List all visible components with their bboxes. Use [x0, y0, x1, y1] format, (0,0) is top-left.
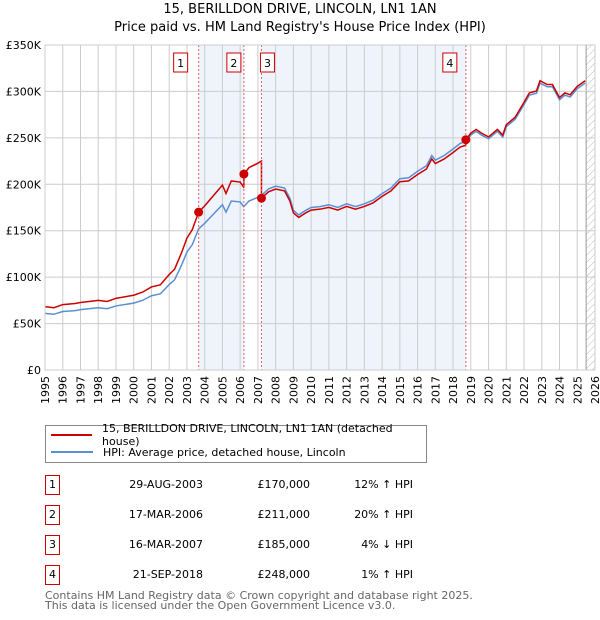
x-tick-label: 2018 [447, 376, 460, 404]
x-tick-label: 2008 [270, 376, 283, 404]
plot-border [44, 44, 596, 371]
sale-point [256, 193, 266, 203]
x-tick-label: 2000 [128, 376, 141, 404]
legend-swatch-price [51, 434, 93, 436]
sale-row: 4 21-SEP-2018 £248,000 1% ↑ HPI [45, 565, 445, 585]
y-tick-label: £350K [6, 39, 42, 52]
x-tick-label: 2009 [287, 376, 300, 404]
x-tick-label: 2024 [554, 376, 567, 404]
sale-label-border [226, 52, 242, 73]
sale-point [194, 207, 204, 217]
shaded-period [198, 45, 244, 370]
sale-number-badge: 1 [45, 475, 60, 495]
y-tick-label: £250K [6, 132, 42, 145]
y-tick-label: £200K [6, 178, 42, 191]
sale-hpi-diff: 1% ↑ HPI [361, 568, 413, 581]
sale-hpi-diff: 4% ↓ HPI [361, 538, 413, 551]
x-tick-label: 2001 [145, 376, 158, 404]
footer: Contains HM Land Registry data © Crown c… [45, 589, 473, 612]
x-tick-label: 2013 [358, 376, 371, 404]
sale-label-border [173, 52, 189, 73]
sale-number-badge: 4 [45, 565, 60, 585]
sale-label-border [442, 52, 458, 73]
x-tick-label: 2012 [341, 376, 354, 404]
sale-label-number: 3 [264, 57, 271, 70]
sale-price: £248,000 [257, 568, 311, 581]
x-tick-label: 2021 [500, 376, 513, 404]
sale-label-number: 1 [177, 57, 184, 70]
y-tick-label: £0 [27, 364, 41, 377]
x-tick-label: 2023 [536, 376, 549, 404]
x-tick-label: 1997 [74, 376, 87, 404]
sale-row: 3 16-MAR-2007 £185,000 4% ↓ HPI [45, 535, 445, 555]
legend-label-hpi: HPI: Average price, detached house, Linc… [103, 445, 346, 459]
y-tick-label: £100K [6, 271, 42, 284]
x-tick-label: 1995 [39, 376, 52, 404]
sale-label-border [259, 52, 275, 73]
y-tick-label: £50K [13, 318, 42, 331]
sale-point [239, 169, 249, 179]
chart-subtitle: Price paid vs. HM Land Registry's House … [114, 20, 486, 35]
sale-label-box: 3 [259, 52, 275, 73]
x-tick-label: 2002 [163, 376, 176, 404]
x-tick-label: 2025 [571, 376, 584, 404]
x-tick-label: 2016 [412, 376, 425, 404]
sale-price: £211,000 [257, 508, 311, 521]
sale-number-badge: 2 [45, 505, 60, 525]
x-tick-label: 2004 [199, 376, 212, 404]
future-hatch [586, 45, 595, 370]
x-tick-label: 2026 [589, 376, 600, 404]
sale-date: 17-MAR-2006 [128, 508, 203, 521]
sale-label-box: 1 [173, 52, 189, 73]
x-tick-label: 2007 [252, 376, 265, 404]
sale-row: 2 17-MAR-2006 £211,000 20% ↑ HPI [45, 505, 445, 525]
y-tick-label: £300K [6, 85, 42, 98]
footer-licence: This data is licensed under the Open Gov… [45, 599, 396, 612]
x-tick-label: 2006 [234, 376, 247, 404]
x-tick-label: 2015 [394, 376, 407, 404]
price-line [44, 79, 586, 309]
y-tick-label: £150K [6, 225, 42, 238]
x-tick-label: 2005 [216, 376, 229, 404]
sale-price: £185,000 [257, 538, 311, 551]
footer-copyright: Contains HM Land Registry data © Crown c… [45, 589, 473, 602]
sale-row: 1 29-AUG-2003 £170,000 12% ↑ HPI [45, 475, 445, 495]
sale-label-box: 2 [226, 52, 242, 73]
x-tick-label: 1996 [57, 376, 70, 404]
sale-label-box: 4 [442, 52, 458, 73]
sale-date: 21-SEP-2018 [132, 568, 203, 581]
legend-label-price: 15, BERILLDON DRIVE, LINCOLN, LN1 1AN (d… [102, 422, 393, 448]
shaded-period [261, 45, 466, 370]
sale-date: 16-MAR-2007 [128, 538, 203, 551]
x-tick-label: 2017 [429, 376, 442, 404]
x-tick-label: 2022 [518, 376, 531, 404]
legend: 15, BERILLDON DRIVE, LINCOLN, LN1 1AN (d… [45, 422, 427, 463]
x-tick-label: 2010 [305, 376, 318, 404]
sale-hpi-diff: 12% ↑ HPI [354, 478, 413, 491]
sale-hpi-diff: 20% ↑ HPI [354, 508, 413, 521]
x-tick-label: 2011 [323, 376, 336, 404]
x-tick-label: 2003 [181, 376, 194, 404]
x-tick-label: 2014 [376, 376, 389, 404]
x-tick-label: 1998 [92, 376, 105, 404]
legend-item-price: 15, BERILLDON DRIVE, LINCOLN, LN1 1AN (d… [51, 422, 426, 448]
sale-price: £170,000 [257, 478, 311, 491]
legend-swatch-hpi [51, 451, 93, 453]
sale-number-badge: 3 [45, 535, 60, 555]
x-tick-label: 2020 [483, 376, 496, 404]
x-tick-label: 2019 [465, 376, 478, 404]
x-tick-label: 1999 [110, 376, 123, 404]
sale-date: 29-AUG-2003 [129, 478, 203, 491]
chart-plot: 1995 1996 1997 1998 1999 2000 2001 2002 2003 2004… [6, 39, 600, 404]
sale-label-number: 2 [230, 57, 237, 70]
sale-point [461, 135, 471, 145]
legend-item-hpi: HPI: Average price, detached house, Linc… [51, 444, 346, 460]
sale-label-number: 4 [446, 57, 453, 70]
chart-title: 15, BERILLDON DRIVE, LINCOLN, LN1 1AN [163, 2, 437, 17]
